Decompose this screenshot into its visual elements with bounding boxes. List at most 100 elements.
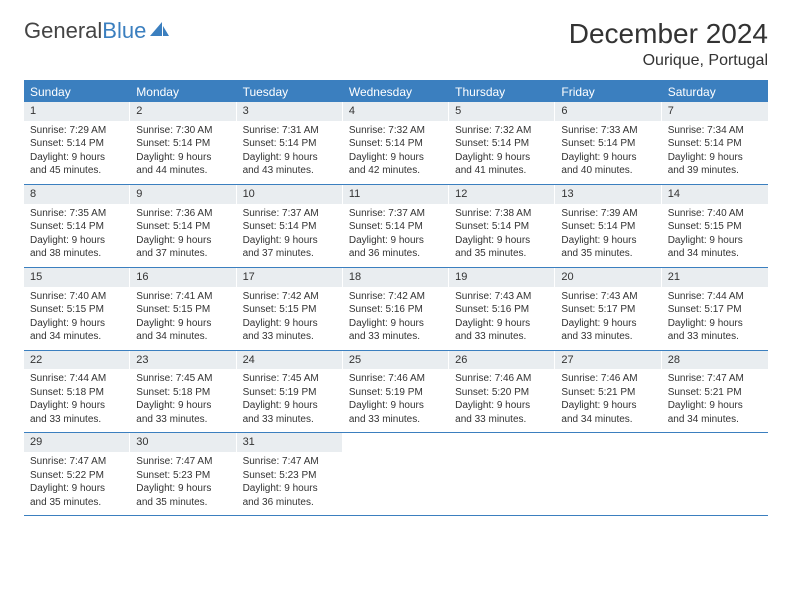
day-number: 26 <box>449 351 555 370</box>
day-number: 23 <box>130 351 236 370</box>
day-day1: Daylight: 9 hours <box>668 234 762 248</box>
day-cell: 30Sunrise: 7:47 AMSunset: 5:23 PMDayligh… <box>130 433 236 515</box>
day-body: Sunrise: 7:31 AMSunset: 5:14 PMDaylight:… <box>237 121 343 184</box>
day-sunrise: Sunrise: 7:29 AM <box>30 124 124 138</box>
day-sunrise: Sunrise: 7:32 AM <box>349 124 443 138</box>
day-day1: Daylight: 9 hours <box>136 482 230 496</box>
day-body: Sunrise: 7:44 AMSunset: 5:18 PMDaylight:… <box>24 369 130 432</box>
week-row: 1Sunrise: 7:29 AMSunset: 5:14 PMDaylight… <box>24 102 768 185</box>
day-day1: Daylight: 9 hours <box>455 151 549 165</box>
day-body: Sunrise: 7:47 AMSunset: 5:23 PMDaylight:… <box>130 452 236 515</box>
day-day2: and 34 minutes. <box>136 330 230 344</box>
day-day1: Daylight: 9 hours <box>136 317 230 331</box>
day-day1: Daylight: 9 hours <box>561 234 655 248</box>
day-day2: and 33 minutes. <box>349 413 443 427</box>
day-body: Sunrise: 7:38 AMSunset: 5:14 PMDaylight:… <box>449 204 555 267</box>
dow-friday: Friday <box>555 82 661 102</box>
day-day2: and 33 minutes. <box>561 330 655 344</box>
day-day1: Daylight: 9 hours <box>349 399 443 413</box>
day-cell: 31Sunrise: 7:47 AMSunset: 5:23 PMDayligh… <box>237 433 343 515</box>
day-day2: and 33 minutes. <box>243 330 337 344</box>
day-day2: and 41 minutes. <box>455 164 549 178</box>
day-sunrise: Sunrise: 7:41 AM <box>136 290 230 304</box>
day-cell: 8Sunrise: 7:35 AMSunset: 5:14 PMDaylight… <box>24 185 130 267</box>
day-day2: and 34 minutes. <box>561 413 655 427</box>
day-number: 4 <box>343 102 449 121</box>
day-sunset: Sunset: 5:14 PM <box>349 220 443 234</box>
week-row: 22Sunrise: 7:44 AMSunset: 5:18 PMDayligh… <box>24 351 768 434</box>
day-sunrise: Sunrise: 7:40 AM <box>668 207 762 221</box>
day-day1: Daylight: 9 hours <box>136 234 230 248</box>
day-day1: Daylight: 9 hours <box>561 399 655 413</box>
day-sunrise: Sunrise: 7:45 AM <box>243 372 337 386</box>
day-number: 7 <box>662 102 768 121</box>
day-cell: 4Sunrise: 7:32 AMSunset: 5:14 PMDaylight… <box>343 102 449 184</box>
location: Ourique, Portugal <box>569 52 768 70</box>
day-body: Sunrise: 7:41 AMSunset: 5:15 PMDaylight:… <box>130 287 236 350</box>
day-sunrise: Sunrise: 7:44 AM <box>30 372 124 386</box>
day-sunrise: Sunrise: 7:37 AM <box>349 207 443 221</box>
day-number: 28 <box>662 351 768 370</box>
day-sunrise: Sunrise: 7:45 AM <box>136 372 230 386</box>
day-day1: Daylight: 9 hours <box>243 234 337 248</box>
day-sunset: Sunset: 5:14 PM <box>30 137 124 151</box>
dow-monday: Monday <box>130 82 236 102</box>
week-row: 15Sunrise: 7:40 AMSunset: 5:15 PMDayligh… <box>24 268 768 351</box>
day-day1: Daylight: 9 hours <box>455 317 549 331</box>
day-day2: and 35 minutes. <box>136 496 230 510</box>
day-cell: 9Sunrise: 7:36 AMSunset: 5:14 PMDaylight… <box>130 185 236 267</box>
day-day2: and 36 minutes. <box>243 496 337 510</box>
day-sunrise: Sunrise: 7:43 AM <box>561 290 655 304</box>
day-cell: 26Sunrise: 7:46 AMSunset: 5:20 PMDayligh… <box>449 351 555 433</box>
day-body: Sunrise: 7:33 AMSunset: 5:14 PMDaylight:… <box>555 121 661 184</box>
day-body: Sunrise: 7:43 AMSunset: 5:16 PMDaylight:… <box>449 287 555 350</box>
dow-thursday: Thursday <box>449 82 555 102</box>
day-day2: and 40 minutes. <box>561 164 655 178</box>
day-number: 24 <box>237 351 343 370</box>
day-body: Sunrise: 7:43 AMSunset: 5:17 PMDaylight:… <box>555 287 661 350</box>
day-day1: Daylight: 9 hours <box>136 399 230 413</box>
day-day2: and 33 minutes. <box>136 413 230 427</box>
day-sunset: Sunset: 5:19 PM <box>349 386 443 400</box>
day-body: Sunrise: 7:29 AMSunset: 5:14 PMDaylight:… <box>24 121 130 184</box>
day-cell <box>662 433 768 515</box>
day-number: 29 <box>24 433 130 452</box>
day-cell: 28Sunrise: 7:47 AMSunset: 5:21 PMDayligh… <box>662 351 768 433</box>
day-sunrise: Sunrise: 7:47 AM <box>668 372 762 386</box>
day-sunset: Sunset: 5:14 PM <box>561 220 655 234</box>
day-sunset: Sunset: 5:14 PM <box>349 137 443 151</box>
day-number: 12 <box>449 185 555 204</box>
day-cell: 11Sunrise: 7:37 AMSunset: 5:14 PMDayligh… <box>343 185 449 267</box>
day-day1: Daylight: 9 hours <box>30 482 124 496</box>
day-sunset: Sunset: 5:19 PM <box>243 386 337 400</box>
day-sunset: Sunset: 5:21 PM <box>561 386 655 400</box>
day-cell: 22Sunrise: 7:44 AMSunset: 5:18 PMDayligh… <box>24 351 130 433</box>
day-cell: 18Sunrise: 7:42 AMSunset: 5:16 PMDayligh… <box>343 268 449 350</box>
day-day1: Daylight: 9 hours <box>668 151 762 165</box>
day-number: 19 <box>449 268 555 287</box>
day-sunrise: Sunrise: 7:46 AM <box>561 372 655 386</box>
day-body: Sunrise: 7:32 AMSunset: 5:14 PMDaylight:… <box>343 121 449 184</box>
day-cell: 3Sunrise: 7:31 AMSunset: 5:14 PMDaylight… <box>237 102 343 184</box>
dow-sunday: Sunday <box>24 82 130 102</box>
day-sunset: Sunset: 5:15 PM <box>668 220 762 234</box>
day-cell <box>343 433 449 515</box>
day-sunset: Sunset: 5:14 PM <box>136 220 230 234</box>
day-day1: Daylight: 9 hours <box>136 151 230 165</box>
title-block: December 2024 Ourique, Portugal <box>569 18 768 70</box>
day-cell: 1Sunrise: 7:29 AMSunset: 5:14 PMDaylight… <box>24 102 130 184</box>
day-cell <box>449 433 555 515</box>
day-body: Sunrise: 7:32 AMSunset: 5:14 PMDaylight:… <box>449 121 555 184</box>
day-number: 2 <box>130 102 236 121</box>
day-cell: 21Sunrise: 7:44 AMSunset: 5:17 PMDayligh… <box>662 268 768 350</box>
day-day2: and 33 minutes. <box>455 330 549 344</box>
day-cell: 14Sunrise: 7:40 AMSunset: 5:15 PMDayligh… <box>662 185 768 267</box>
day-day1: Daylight: 9 hours <box>243 399 337 413</box>
day-sunrise: Sunrise: 7:36 AM <box>136 207 230 221</box>
day-number: 13 <box>555 185 661 204</box>
day-sunset: Sunset: 5:23 PM <box>243 469 337 483</box>
day-body: Sunrise: 7:36 AMSunset: 5:14 PMDaylight:… <box>130 204 236 267</box>
day-cell: 13Sunrise: 7:39 AMSunset: 5:14 PMDayligh… <box>555 185 661 267</box>
day-sunset: Sunset: 5:14 PM <box>30 220 124 234</box>
day-sunrise: Sunrise: 7:30 AM <box>136 124 230 138</box>
